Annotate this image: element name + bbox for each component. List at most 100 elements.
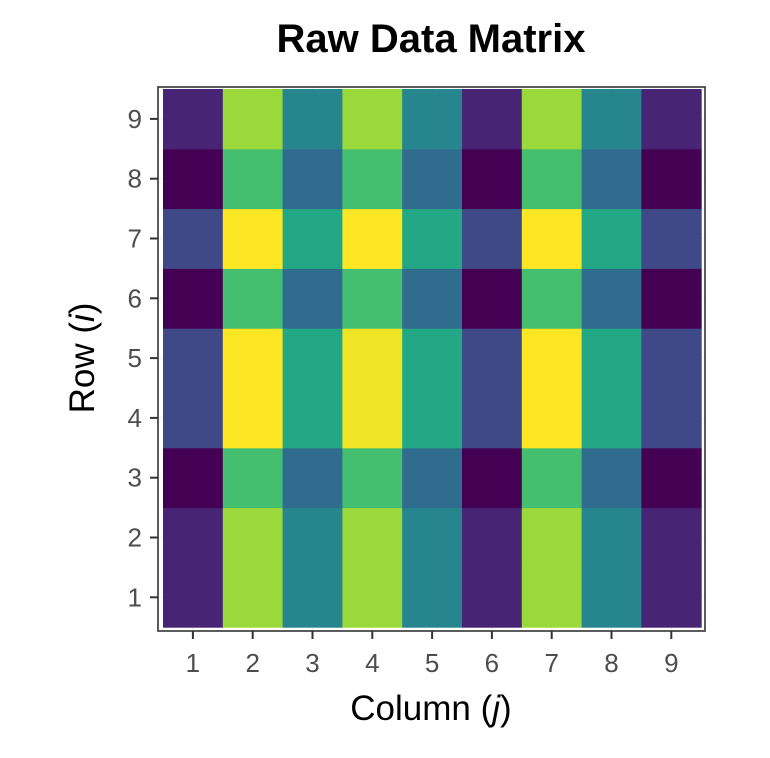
x-axis-title-suffix: ) (500, 689, 512, 728)
heatmap-cell-r7-c7 (521, 208, 583, 269)
heatmap-cell-r5-c4 (342, 328, 403, 389)
heatmap-cell-r1-c4 (342, 567, 403, 628)
y-tick-label: 6 (128, 283, 142, 313)
heatmap-cell-r4-c6 (462, 388, 523, 449)
heatmap-cell-r4-c3 (282, 388, 343, 449)
heatmap-cell-r4-c5 (402, 388, 463, 449)
heatmap-cell-r6-c7 (521, 268, 583, 329)
x-tick-label: 4 (365, 648, 379, 678)
heatmap-cell-r6-c3 (282, 268, 343, 329)
y-tick-label: 3 (128, 463, 142, 493)
x-tick-label: 2 (245, 648, 259, 678)
x-tick-label: 8 (604, 648, 618, 678)
y-axis-title: Row (i) (63, 303, 102, 414)
y-axis: 1 2 3 4 5 6 7 8 9 (128, 104, 158, 612)
heatmap-cell-r6-c5 (402, 268, 463, 329)
y-axis-title-variable: i (63, 313, 102, 322)
heatmap-cells (163, 89, 702, 628)
heatmap-cell-r2-c3 (282, 507, 343, 568)
heatmap-cell-r8-c7 (521, 148, 583, 210)
heatmap-cell-r9-c8 (581, 89, 642, 150)
heatmap-cell-r9-c2 (222, 89, 284, 150)
y-tick-label: 7 (128, 224, 142, 254)
heatmap-cell-r6-c2 (222, 268, 284, 329)
x-axis: 1 2 3 4 5 6 7 8 9 (186, 631, 679, 678)
y-axis-title-suffix: ) (63, 303, 102, 315)
heatmap-cell-r8-c9 (641, 148, 702, 210)
x-tick-label: 1 (186, 648, 200, 678)
x-axis-title: Column (j) (350, 689, 511, 728)
heatmap-cell-r8-c2 (222, 148, 284, 210)
heatmap-cell-r8-c6 (462, 148, 523, 210)
heatmap-cell-r4-c2 (222, 388, 284, 449)
y-tick-label: 5 (128, 343, 142, 373)
x-tick-label: 9 (664, 648, 678, 678)
heatmap-cell-r4-c9 (641, 388, 702, 449)
heatmap-cell-r5-c2 (222, 328, 284, 389)
heatmap-cell-r5-c3 (282, 328, 343, 389)
heatmap-cell-r2-c2 (222, 507, 284, 568)
heatmap-cell-r8-c3 (282, 148, 343, 210)
heatmap-cell-r3-c3 (282, 447, 343, 509)
heatmap-cell-r4-c1 (163, 388, 224, 449)
heatmap-cell-r4-c7 (521, 388, 583, 449)
heatmap-cell-r4-c8 (581, 388, 642, 449)
heatmap-cell-r5-c7 (521, 328, 583, 389)
x-axis-title-prefix: Column ( (350, 689, 492, 728)
y-tick-label: 1 (128, 582, 142, 612)
heatmap-cell-r3-c6 (462, 447, 523, 509)
heatmap-cell-r9-c4 (342, 89, 403, 150)
heatmap-cell-r5-c1 (163, 328, 224, 389)
heatmap-cell-r7-c8 (581, 208, 642, 269)
heatmap-cell-r3-c7 (521, 447, 583, 509)
heatmap-cell-r5-c6 (462, 328, 523, 389)
heatmap-cell-r2-c5 (402, 507, 463, 568)
chart-title: Raw Data Matrix (277, 17, 586, 61)
plot-panel (157, 86, 706, 632)
x-axis-title-variable: j (488, 689, 501, 728)
y-tick-label: 9 (128, 104, 142, 134)
heatmap-cell-r9-c3 (282, 89, 343, 150)
heatmap-cell-r3-c2 (222, 447, 284, 509)
heatmap-cell-r8-c5 (402, 148, 463, 210)
heatmap-cell-r8-c1 (163, 148, 224, 210)
heatmap-cell-r7-c2 (222, 208, 284, 269)
heatmap-cell-r3-c1 (163, 447, 224, 509)
heatmap-cell-r7-c3 (282, 208, 343, 269)
heatmap-cell-r8-c8 (581, 148, 642, 210)
y-axis-title-prefix: Row ( (63, 322, 102, 414)
x-tick-label: 5 (425, 648, 439, 678)
heatmap-cell-r2-c8 (581, 507, 642, 568)
heatmap-cell-r7-c6 (462, 208, 523, 269)
heatmap-cell-r5-c8 (581, 328, 642, 389)
heatmap-cell-r6-c8 (581, 268, 642, 329)
heatmap-cell-r7-c4 (342, 208, 403, 269)
heatmap-cell-r9-c5 (402, 89, 463, 150)
heatmap-cell-r2-c6 (462, 507, 523, 568)
heatmap-cell-r7-c9 (641, 208, 702, 269)
heatmap-cell-r6-c1 (163, 268, 224, 329)
heatmap-cell-r1-c7 (521, 567, 583, 628)
y-tick-label: 8 (128, 164, 142, 194)
heatmap-cell-r1-c8 (581, 567, 642, 628)
heatmap-cell-r6-c9 (641, 268, 702, 329)
heatmap-cell-r3-c8 (581, 447, 642, 509)
heatmap-cell-r1-c9 (641, 567, 702, 628)
heatmap-cell-r3-c9 (641, 447, 702, 509)
x-tick-label: 7 (544, 648, 558, 678)
x-tick-label: 3 (305, 648, 319, 678)
heatmap-cell-r1-c3 (282, 567, 343, 628)
heatmap-cell-r1-c1 (163, 567, 224, 628)
heatmap-cell-r1-c2 (222, 567, 284, 628)
heatmap-cell-r5-c9 (641, 328, 702, 389)
heatmap-cell-r3-c5 (402, 447, 463, 509)
y-tick-label: 4 (128, 403, 142, 433)
heatmap-cell-r8-c4 (342, 148, 403, 210)
heatmap-cell-r9-c6 (462, 89, 523, 150)
heatmap-cell-r2-c4 (342, 507, 403, 568)
heatmap-cell-r9-c1 (163, 89, 224, 150)
y-tick-label: 2 (128, 523, 142, 553)
heatmap-cell-r2-c9 (641, 507, 702, 568)
heatmap-cell-r4-c4 (342, 388, 403, 449)
